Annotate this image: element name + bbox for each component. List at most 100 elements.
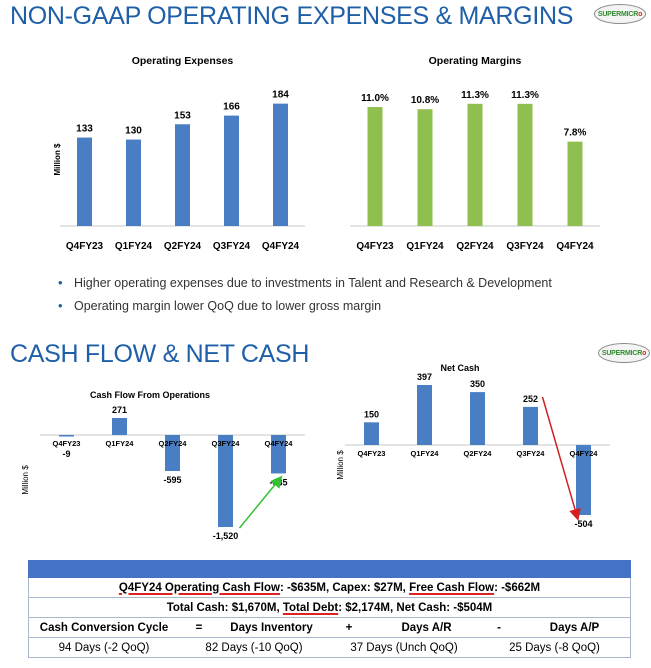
data-label: 133 xyxy=(76,124,93,135)
category-label: Q3FY24 xyxy=(213,241,251,252)
bullet-item: Operating margin lower QoQ due to lower … xyxy=(58,298,552,313)
y-axis-label: Million $ xyxy=(53,143,62,176)
bar xyxy=(218,435,233,527)
bar xyxy=(470,392,485,445)
bullet-item: Higher operating expenses due to investm… xyxy=(58,275,552,290)
red-arrow xyxy=(541,396,581,521)
bar xyxy=(77,137,92,226)
operating-expenses-chart: Operating Expenses Million $ 133 Q4FY23 130 Q… xyxy=(53,55,305,252)
data-label: -504 xyxy=(574,519,592,529)
bar xyxy=(175,124,190,226)
bar xyxy=(224,115,239,226)
data-label: 252 xyxy=(523,394,538,404)
chart-title: Operating Margins xyxy=(429,55,522,67)
ccc-operator: = xyxy=(195,621,203,634)
category-label: Q4FY23 xyxy=(356,241,394,252)
supermicro-logo-top: SUPERMICR o xyxy=(594,4,646,24)
logo-dot: o xyxy=(642,349,647,357)
data-label: 184 xyxy=(272,90,289,101)
category-label: Q3FY24 xyxy=(517,449,546,458)
category-label: Q1FY24 xyxy=(115,241,153,252)
ccc-value: 37 Days (Unch QoQ) xyxy=(350,641,458,654)
bar xyxy=(567,141,583,226)
supermicro-logo-bottom: SUPERMICR o xyxy=(598,343,650,363)
bar xyxy=(467,103,483,226)
data-label: 153 xyxy=(174,110,191,121)
bar xyxy=(59,435,74,437)
table-row: Cash Conversion Cycle = Days Inventory +… xyxy=(28,618,631,638)
page-title-bottom: CASH FLOW & NET CASH xyxy=(10,340,310,368)
ocf-label: Q4FY24 Operating Cash Flow xyxy=(118,581,280,594)
green-arrow xyxy=(238,475,283,529)
fcf-value: : -$662M xyxy=(494,581,541,594)
ccc-operator: + xyxy=(345,621,353,634)
bar xyxy=(165,435,180,472)
ccc-value: 25 Days (-8 QoQ) xyxy=(509,641,600,654)
table-header-bar xyxy=(28,560,631,578)
bullet-list: Higher operating expenses due to investm… xyxy=(58,275,552,322)
data-label: 271 xyxy=(112,405,127,415)
logo-text: SUPERMICR xyxy=(601,349,643,357)
data-label: 11.3% xyxy=(461,90,489,101)
ocf-values: : -$635M, Capex: $27M, xyxy=(279,581,410,594)
data-label: -9 xyxy=(62,449,70,459)
ccc-header: Days A/R xyxy=(401,621,452,634)
bar xyxy=(576,445,591,515)
net-cash-chart: Net Cash Million $ Q4FY23 150 Q1FY24 397 Q2FY2… xyxy=(336,363,610,529)
data-label: 130 xyxy=(125,126,142,137)
data-label: 11.0% xyxy=(361,93,389,104)
data-label: 350 xyxy=(470,379,485,389)
category-label: Q2FY24 xyxy=(456,241,494,252)
page-title-top: NON-GAAP OPERATING EXPENSES & MARGINS xyxy=(10,2,574,30)
category-label: Q4FY23 xyxy=(358,449,386,458)
chart-title: Net Cash xyxy=(440,363,479,373)
debt-netcash: : $2,174M, Net Cash: -$504M xyxy=(338,601,493,614)
data-label: -1,520 xyxy=(213,531,239,541)
bar xyxy=(271,435,286,474)
category-label: Q3FY24 xyxy=(212,439,241,448)
bar xyxy=(112,418,127,435)
cash-flow-chart: Cash Flow From Operations Million $ Q4FY23… xyxy=(21,390,305,541)
table-row: Total Cash: $1,670M, Total Debt: $2,174M… xyxy=(28,598,631,618)
summary-table: Q4FY24 Operating Cash Flow: -$635M, Cape… xyxy=(28,560,631,658)
ccc-header: Cash Conversion Cycle xyxy=(39,621,169,634)
logo-dot: o xyxy=(638,10,643,18)
bar xyxy=(523,406,538,445)
category-label: Q4FY24 xyxy=(262,241,300,252)
table-row: Q4FY24 Operating Cash Flow: -$635M, Cape… xyxy=(28,578,631,598)
bar xyxy=(417,109,433,226)
total-cash: Total Cash: $1,670M, xyxy=(166,601,283,614)
data-label: -595 xyxy=(163,475,181,485)
category-label: Q4FY24 xyxy=(570,449,599,458)
bar xyxy=(367,107,383,226)
bar xyxy=(517,103,533,226)
y-axis-label: Million $ xyxy=(21,465,30,495)
chart-title: Operating Expenses xyxy=(132,55,234,67)
category-label: Q1FY24 xyxy=(411,449,440,458)
operating-margins-chart: Operating Margins 11.0% Q4FY23 10.8% Q1FY24 1… xyxy=(350,55,600,252)
data-label: -635 xyxy=(269,477,287,487)
category-label: Q3FY24 xyxy=(506,241,544,252)
category-label: Q4FY23 xyxy=(66,241,104,252)
category-label: Q4FY23 xyxy=(53,439,81,448)
data-label: 150 xyxy=(364,409,379,419)
data-label: 166 xyxy=(223,102,240,113)
category-label: Q2FY24 xyxy=(159,439,188,448)
data-label: 10.8% xyxy=(411,95,439,106)
data-label: 11.3% xyxy=(511,90,539,101)
ccc-operator: - xyxy=(497,621,501,634)
category-label: Q2FY24 xyxy=(464,449,493,458)
total-debt-label: Total Debt xyxy=(282,601,339,614)
category-label: Q4FY24 xyxy=(265,439,294,448)
bar xyxy=(126,139,141,226)
ccc-header: Days Inventory xyxy=(230,621,313,634)
fcf-label: Free Cash Flow xyxy=(409,581,495,594)
category-label: Q1FY24 xyxy=(406,241,444,252)
table-row: 94 Days (-2 QoQ) 82 Days (-10 QoQ) 37 Da… xyxy=(28,638,631,658)
bar xyxy=(273,103,288,226)
data-label: 7.8% xyxy=(564,128,587,139)
ccc-header: Days A/P xyxy=(549,621,600,634)
ccc-value: 94 Days (-2 QoQ) xyxy=(58,641,150,654)
category-label: Q4FY24 xyxy=(556,241,594,252)
y-axis-label: Million $ xyxy=(336,450,345,480)
